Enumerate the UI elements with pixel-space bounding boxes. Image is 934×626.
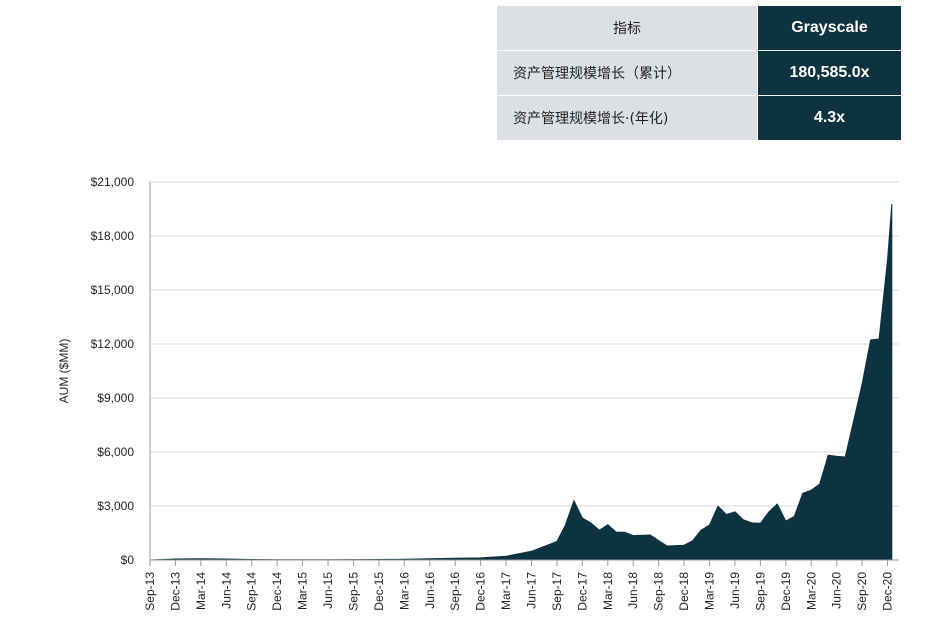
x-tick-label: Jun-16 <box>423 572 437 609</box>
x-tick-labels: Sep-13 Dec-13 Mar-14 Jun-14 Sep-14 Dec-14 Mar-… <box>143 560 895 611</box>
x-tick-label: Jun-14 <box>219 572 233 609</box>
row-label-cell: 资产管理规模增长·(年化) <box>497 95 758 141</box>
aum-area <box>149 203 893 561</box>
header-value-cell: Grayscale <box>757 6 901 51</box>
x-tick-label: Dec-17 <box>575 572 589 611</box>
y-tick-label: $12,000 <box>91 337 135 351</box>
metrics-table: 指标 Grayscale 资产管理规模增长（累计） 180,585.0x 资产管… <box>497 6 901 141</box>
x-tick-label: Sep-19 <box>753 572 767 611</box>
y-tick-labels: $21,000 $18,000 $15,000 $12,000 $9,000 $6,000… <box>91 175 135 567</box>
table-header-row: 指标 Grayscale <box>497 6 901 51</box>
x-tick-label: Dec-18 <box>677 572 691 611</box>
x-tick-label: Dec-13 <box>168 572 182 611</box>
y-tick-label: $3,000 <box>97 499 134 513</box>
x-tick-label: Sep-14 <box>245 572 259 611</box>
table-row: 资产管理规模增长（累计） 180,585.0x <box>497 50 901 96</box>
x-tick-label: Dec-20 <box>881 572 895 611</box>
x-tick-label: Dec-19 <box>779 572 793 611</box>
y-axis-label: AUM ($MM) <box>57 339 71 404</box>
axis-layer <box>149 182 899 561</box>
x-tick-label: Sep-15 <box>346 572 360 611</box>
y-tick-label: $0 <box>121 553 135 567</box>
x-tick-label: Jun-19 <box>728 572 742 609</box>
x-tick-label: Mar-19 <box>703 572 717 610</box>
x-tick-label: Mar-14 <box>194 572 208 610</box>
x-tick-label: Sep-20 <box>855 572 869 611</box>
y-tick-label: $6,000 <box>97 445 134 459</box>
row-value-cell: 4.3x <box>757 95 901 141</box>
grid-layer <box>150 181 899 507</box>
y-tick-label: $9,000 <box>97 391 134 405</box>
x-tick-label: Jun-17 <box>524 572 538 609</box>
x-tick-label: Mar-20 <box>804 572 818 610</box>
row-value-cell: 180,585.0x <box>757 50 901 96</box>
x-tick-label: Mar-16 <box>397 572 411 610</box>
row-label-cell: 资产管理规模增长（累计） <box>497 50 758 96</box>
x-tick-label: Dec-15 <box>372 572 386 611</box>
x-tick-label: Jun-20 <box>830 572 844 609</box>
x-tick-label: Jun-15 <box>321 572 335 609</box>
x-tick-label: Sep-18 <box>652 572 666 611</box>
x-tick-label: Mar-17 <box>499 572 513 610</box>
x-tick-label: Sep-13 <box>143 572 157 611</box>
y-tick-label: $18,000 <box>91 229 135 243</box>
x-tick-label: Dec-16 <box>474 572 488 611</box>
table-row: 资产管理规模增长·(年化) 4.3x <box>497 95 901 141</box>
header-label-cell: 指标 <box>497 6 758 51</box>
x-tick-label: Dec-14 <box>270 572 284 611</box>
x-tick-label: Mar-18 <box>601 572 615 610</box>
x-tick-label: Sep-16 <box>448 572 462 611</box>
x-tick-label: Jun-18 <box>626 572 640 609</box>
y-tick-label: $15,000 <box>91 283 135 297</box>
y-tick-label: $21,000 <box>91 175 135 189</box>
x-tick-label: Mar-15 <box>296 572 310 610</box>
x-tick-label: Sep-17 <box>550 572 564 611</box>
area-layer <box>149 203 893 561</box>
